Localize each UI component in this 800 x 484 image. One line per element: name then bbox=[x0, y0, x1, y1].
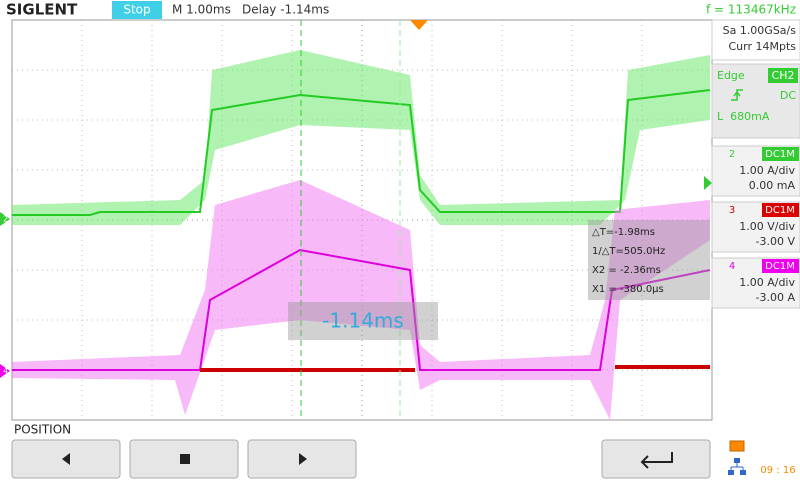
trigger-type: Edge bbox=[717, 69, 745, 82]
coupling-badge bbox=[762, 147, 799, 161]
ch3-trace bbox=[615, 365, 710, 369]
right-icon bbox=[299, 453, 307, 465]
status: Stop bbox=[123, 3, 150, 17]
ch4-marker bbox=[0, 364, 10, 378]
coupling-badge bbox=[762, 259, 799, 273]
button[interactable] bbox=[601, 439, 711, 479]
ch2-waveform bbox=[12, 50, 710, 225]
delay-popup bbox=[288, 302, 438, 340]
acquisition-panel bbox=[711, 19, 800, 61]
stop-button[interactable] bbox=[129, 439, 239, 479]
channel-number: 2 bbox=[729, 149, 735, 160]
position-label: POSITION bbox=[14, 423, 71, 437]
delay: Delay -1.14ms bbox=[242, 3, 329, 17]
channel-offset: 0.00 mA bbox=[749, 179, 796, 192]
ch4-trace bbox=[12, 248, 711, 371]
brand: SIGLENT bbox=[6, 1, 78, 19]
right-button[interactable] bbox=[247, 439, 357, 479]
delay-popup-value: -1.14ms bbox=[322, 309, 404, 333]
delta-t: △T=-1.98ms bbox=[592, 227, 655, 238]
channel-2-panel[interactable]: 2 DC1M 1.00 A/div 0.00 mA bbox=[711, 145, 800, 197]
channel-scale: 1.00 A/div bbox=[739, 276, 795, 289]
channel-coupling: DC1M bbox=[765, 205, 795, 216]
trigger-source: CH2 bbox=[772, 69, 795, 82]
memory-depth: Curr 14Mpts bbox=[728, 40, 796, 53]
inverse-delta-t: 1/△T=505.0Hz bbox=[592, 246, 665, 257]
edge-icon bbox=[731, 89, 743, 101]
trigger-level bbox=[704, 176, 712, 190]
channel-scale: 1.00 A/div bbox=[739, 164, 795, 177]
network-icon bbox=[728, 458, 746, 475]
channel-number: 4 bbox=[729, 261, 735, 272]
channel-number: 3 bbox=[729, 205, 735, 216]
ch2-marker-label: 2 bbox=[3, 215, 8, 224]
ch2-trace bbox=[12, 89, 711, 216]
stop-icon bbox=[180, 454, 190, 464]
cursor-panel bbox=[588, 220, 710, 300]
ch3-trace bbox=[200, 368, 415, 372]
battery-icon bbox=[729, 440, 745, 452]
left-icon bbox=[62, 453, 70, 465]
trigger-level-text: L 680mA bbox=[717, 110, 770, 123]
trigger-source-badge bbox=[768, 68, 798, 83]
x2-readout: X2 = -2.36ms bbox=[592, 265, 661, 276]
coupling-badge bbox=[762, 203, 799, 217]
trigger-coupling: DC bbox=[780, 89, 796, 102]
left-button[interactable] bbox=[11, 439, 121, 479]
channel-3-panel[interactable]: 3 DC1M 1.00 V/div -3.00 V bbox=[711, 201, 800, 253]
channel-scale: 1.00 V/div bbox=[739, 220, 795, 233]
back-icon bbox=[640, 452, 673, 469]
timebase: M 1.00ms bbox=[172, 3, 231, 17]
ch4-waveform bbox=[12, 180, 710, 420]
ch4-marker-label: 4 bbox=[3, 367, 8, 376]
x1-readout: X1 = -380.0µs bbox=[592, 284, 664, 295]
trigger-position bbox=[410, 20, 428, 30]
channel-coupling: DC1M bbox=[765, 261, 795, 272]
channel-offset: -3.00 V bbox=[756, 235, 796, 248]
clock: 09 : 16 bbox=[760, 465, 795, 476]
frequency: f = 113467kHz bbox=[706, 3, 796, 17]
channel-coupling: DC1M bbox=[765, 149, 795, 160]
channel-offset: -3.00 A bbox=[756, 291, 796, 304]
sample-rate: Sa 1.00GSa/s bbox=[723, 24, 797, 37]
ch2-marker bbox=[0, 212, 10, 226]
status-badge bbox=[112, 1, 162, 19]
back-button[interactable] bbox=[601, 439, 711, 479]
channel-4-panel[interactable]: 4 DC1M 1.00 A/div -3.00 A bbox=[711, 257, 800, 309]
